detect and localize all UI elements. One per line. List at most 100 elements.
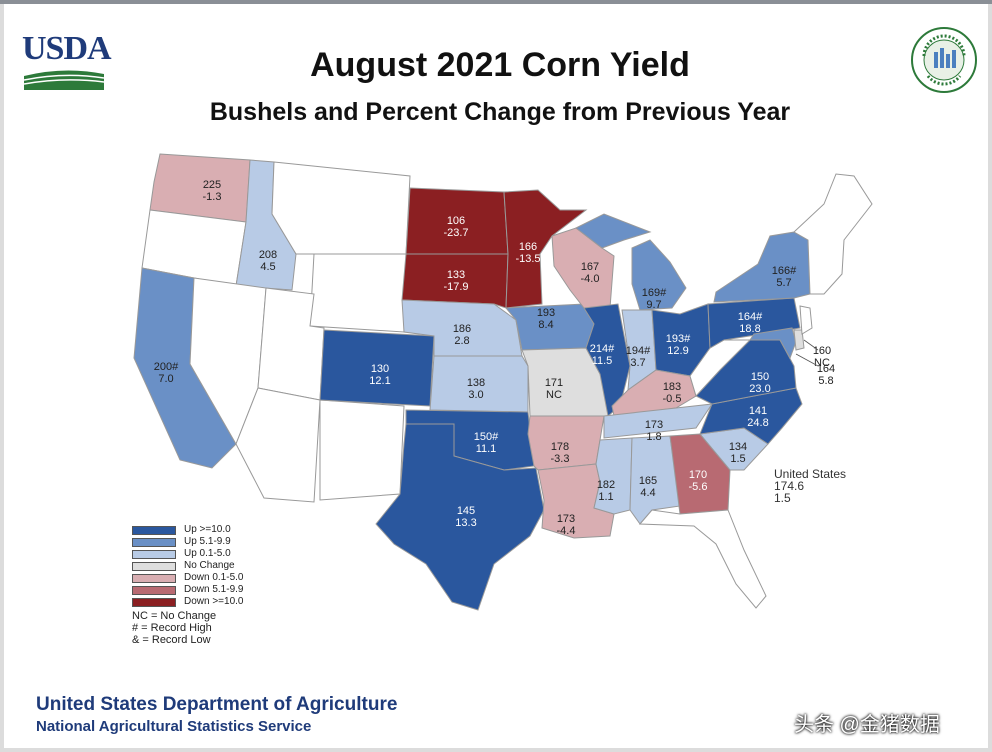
legend-swatch <box>132 526 176 535</box>
legend-note-nc: NC = No Change <box>132 610 217 622</box>
callout-lines <box>795 339 819 367</box>
us-total: United States 174.6 1.5 <box>774 468 846 504</box>
usda-hill-icon <box>24 70 104 90</box>
state-label-al-change: 4.4 <box>640 487 655 499</box>
legend-notes: NC = No Change # = Record High & = Recor… <box>132 610 216 646</box>
state-label-nd-yield: 106 <box>447 215 465 227</box>
us-corn-yield-map: 225-1.32084.5200#7.013012.1106-23.7133-1… <box>133 153 873 611</box>
state-label-ne-change: 2.8 <box>454 335 469 347</box>
legend-swatch <box>132 550 176 559</box>
state-de <box>793 329 805 351</box>
legend-label: Up 5.1-9.9 <box>184 536 231 547</box>
footer-department: United States Department of Agriculture <box>36 694 398 715</box>
state-sd <box>401 253 509 309</box>
state-label-oh-yield: 193# <box>666 333 691 345</box>
state-label-ok-yield: 150# <box>474 431 499 443</box>
state-label-tn-change: 1.8 <box>646 431 661 443</box>
state-label-mo-change: NC <box>546 389 562 401</box>
state-nj <box>799 305 813 335</box>
state-label-oh-change: 12.9 <box>667 345 688 357</box>
state-label-ne-yield: 186 <box>453 323 471 335</box>
state-label-la-yield: 173 <box>557 513 575 525</box>
slide: USDA August 2021 Corn Yield Bushels and … <box>4 4 988 748</box>
state-nm <box>319 399 405 501</box>
state-label-ia-yield: 193 <box>537 307 555 319</box>
state-label-de-yield: 160 <box>813 345 831 357</box>
state-label-wi-yield: 167 <box>581 261 599 273</box>
state-label-ny-yield: 166# <box>772 265 797 277</box>
legend-swatch <box>132 586 176 595</box>
state-label-sd-yield: 133 <box>447 269 465 281</box>
state-new-england <box>793 173 873 295</box>
watermark: 头条 @金猪数据 <box>794 714 940 736</box>
legend-label: Down 0.1-5.0 <box>184 572 244 583</box>
state-label-sc-change: 1.5 <box>730 453 745 465</box>
state-label-mi-yield: 169# <box>642 287 667 299</box>
state-label-ca-change: 7.0 <box>158 373 173 385</box>
us-total-name: United States <box>774 467 847 481</box>
state-label-ks-yield: 138 <box>467 377 485 389</box>
state-label-ga-yield: 170 <box>689 469 707 481</box>
top-border <box>0 0 992 4</box>
state-mi-up <box>575 213 652 249</box>
us-total-yield: 174.6 <box>774 479 805 493</box>
state-label-co-yield: 130 <box>371 363 389 375</box>
state-label-mi-change: 9.7 <box>646 299 661 311</box>
legend-label: No Change <box>184 560 235 571</box>
state-md <box>749 327 797 360</box>
state-az <box>235 387 321 503</box>
state-label-tn-yield: 173 <box>645 419 663 431</box>
state-label-wi-change: -4.0 <box>581 273 600 285</box>
state-label-ca-yield: 200# <box>154 361 179 373</box>
legend-label: Down 5.1-9.9 <box>184 584 244 595</box>
state-label-ok-change: 11.1 <box>476 443 497 455</box>
state-tn <box>603 403 714 439</box>
legend-label: Down >=10.0 <box>184 596 244 607</box>
state-fl <box>638 509 767 609</box>
state-label-il-change: 11.5 <box>592 355 613 367</box>
state-label-md-yield: 164 <box>817 363 835 375</box>
legend-label: Up >=10.0 <box>184 524 231 535</box>
legend-note-record-high: # = Record High <box>132 622 212 634</box>
state-label-ga-change: -5.6 <box>689 481 708 493</box>
state-label-in-yield: 194# <box>626 345 651 357</box>
state-label-mo-yield: 171 <box>545 377 563 389</box>
state-label-co-change: 12.1 <box>369 375 390 387</box>
state-label-al-yield: 165 <box>639 475 657 487</box>
state-label-wa-yield: 225 <box>203 179 221 191</box>
page-title: August 2021 Corn Yield <box>310 46 690 84</box>
state-label-ms-change: 1.1 <box>598 491 613 503</box>
state-nc <box>699 387 803 445</box>
state-ks <box>429 355 529 413</box>
state-label-sc-yield: 134 <box>729 441 747 453</box>
state-label-pa-change: 18.8 <box>739 323 760 335</box>
state-label-ks-change: 3.0 <box>468 389 483 401</box>
state-label-tx-change: 13.3 <box>455 517 476 529</box>
state-label-va-change: 23.0 <box>749 383 770 395</box>
state-wy <box>309 253 407 333</box>
state-label-ky-change: -0.5 <box>663 393 682 405</box>
state-label-md-change: 5.8 <box>818 375 833 387</box>
state-label-ky-yield: 183 <box>663 381 681 393</box>
state-label-mn-change: -13.5 <box>515 253 540 265</box>
state-label-il-yield: 214# <box>590 343 615 355</box>
state-label-de-change: NC <box>814 357 830 369</box>
us-total-change: 1.5 <box>774 491 791 505</box>
state-label-sd-change: -17.9 <box>443 281 468 293</box>
state-label-ar-change: -3.3 <box>551 453 570 465</box>
state-label-ar-yield: 178 <box>551 441 569 453</box>
state-label-pa-yield: 164# <box>738 311 763 323</box>
state-label-la-change: -4.4 <box>557 525 576 537</box>
state-label-in-change: 3.7 <box>630 357 645 369</box>
state-label-ms-yield: 182 <box>597 479 615 491</box>
state-label-va-yield: 150 <box>751 371 769 383</box>
state-label-id-yield: 208 <box>259 249 277 261</box>
footer-agency: National Agricultural Statistics Service <box>36 718 312 735</box>
state-labels: 225-1.32084.5200#7.013012.1106-23.7133-1… <box>154 179 835 537</box>
state-label-tx-yield: 145 <box>457 505 475 517</box>
legend-swatch <box>132 562 176 571</box>
legend-note-record-low: & = Record Low <box>132 634 211 646</box>
state-mt <box>271 161 411 255</box>
legend-swatch <box>132 598 176 607</box>
